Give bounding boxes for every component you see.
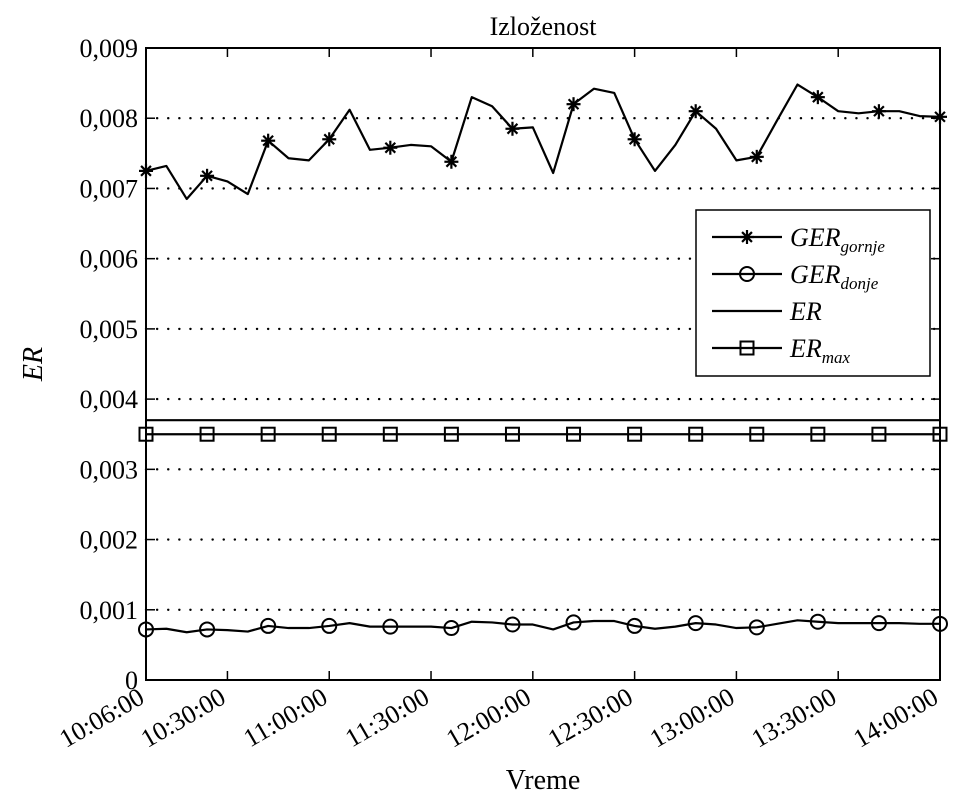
circle-marker (748, 619, 765, 636)
grid-lines (144, 117, 942, 611)
series-layer (138, 83, 948, 638)
circle-marker (260, 617, 277, 634)
star-marker-stroke (445, 156, 458, 168)
series-ger-gornje (139, 83, 947, 201)
circle-marker (739, 266, 755, 282)
square-marker (443, 426, 459, 442)
square-marker (260, 426, 276, 442)
square-marker (871, 426, 887, 442)
square-marker (627, 426, 643, 442)
legend-entry-ger-donje: GERdonje (712, 260, 879, 293)
legend-label: GERdonje (790, 260, 879, 293)
x-tick-label: 13:30:00 (747, 682, 842, 753)
square-marker (739, 340, 755, 356)
y-tick-label: 0,008 (80, 104, 139, 133)
series-line-ger-gornje (145, 83, 941, 201)
circle-marker (443, 620, 460, 637)
circle-marker (687, 615, 704, 632)
star-marker-stroke (628, 133, 641, 146)
square-marker (382, 426, 398, 442)
y-tick-label: 0,006 (80, 245, 139, 274)
y-tick-label: 0,003 (80, 455, 139, 484)
star-marker-stroke (201, 170, 213, 182)
star-marker-stroke (262, 134, 274, 147)
legend-label: GERgornje (790, 223, 885, 256)
circle-marker (809, 613, 826, 630)
x-tick-label: 12:00:00 (441, 682, 536, 753)
circle-marker (626, 617, 643, 634)
x-axis-label: Vreme (506, 765, 581, 796)
square-marker (199, 426, 215, 442)
legend-label: ERmax (789, 334, 851, 367)
square-marker (749, 426, 765, 442)
y-tick-label: 0,005 (80, 315, 139, 344)
circle-marker (382, 618, 399, 635)
legend: GERgornje GERdonje ER ERmax (695, 209, 931, 377)
circle-marker (565, 614, 582, 631)
circle-marker (321, 617, 338, 634)
x-tick-label: 13:00:00 (645, 682, 740, 753)
x-tick-label: 10:30:00 (136, 682, 231, 753)
square-marker (504, 426, 520, 442)
star-marker-stroke (384, 141, 397, 154)
square-marker (688, 426, 704, 442)
plot-area-frame (145, 47, 941, 681)
y-tick-label: 0,007 (80, 174, 139, 203)
circle-marker (870, 615, 887, 632)
series-er-max (138, 426, 948, 442)
legend-entry-ger-gornje: GERgornje (712, 223, 885, 256)
series-line-ger-donje (145, 619, 940, 634)
y-tick-label: 0,004 (80, 385, 139, 414)
y-axis-ticks: 0 0,001 0,002 0,003 0,004 0,005 0,006 0,007 0,00… (80, 34, 940, 695)
x-tick-label: 10:06:00 (54, 682, 149, 753)
y-axis-label: ER (18, 347, 49, 382)
star-marker-stroke (741, 231, 753, 243)
y-tick-label: 0,002 (80, 526, 139, 555)
star-marker-stroke (506, 123, 519, 135)
star-marker-stroke (812, 91, 824, 103)
y-tick-label: 0,001 (80, 596, 139, 625)
y-tick-label: 0 (125, 666, 138, 695)
star-marker-stroke (689, 105, 702, 117)
star-marker-stroke (873, 105, 885, 117)
legend-entry-er-max: ERmax (712, 334, 851, 367)
y-tick-label: 0,009 (80, 34, 139, 63)
x-tick-label: 12:30:00 (543, 682, 638, 753)
circle-marker (199, 621, 216, 638)
x-tick-label: 11:00:00 (239, 682, 333, 753)
square-marker (810, 426, 826, 442)
legend-label: ER (789, 297, 822, 326)
series-ger-donje (138, 613, 948, 638)
x-tick-label: 14:00:00 (848, 682, 943, 753)
chart-title: Izloženost (490, 12, 598, 41)
square-marker (321, 426, 337, 442)
circle-marker (504, 616, 521, 633)
square-marker (566, 426, 582, 442)
star-marker-stroke (567, 98, 580, 110)
star-marker-stroke (751, 151, 763, 163)
x-tick-label: 11:30:00 (340, 682, 434, 753)
star-marker-stroke (323, 133, 335, 146)
legend-entry-er: ER (712, 297, 822, 326)
